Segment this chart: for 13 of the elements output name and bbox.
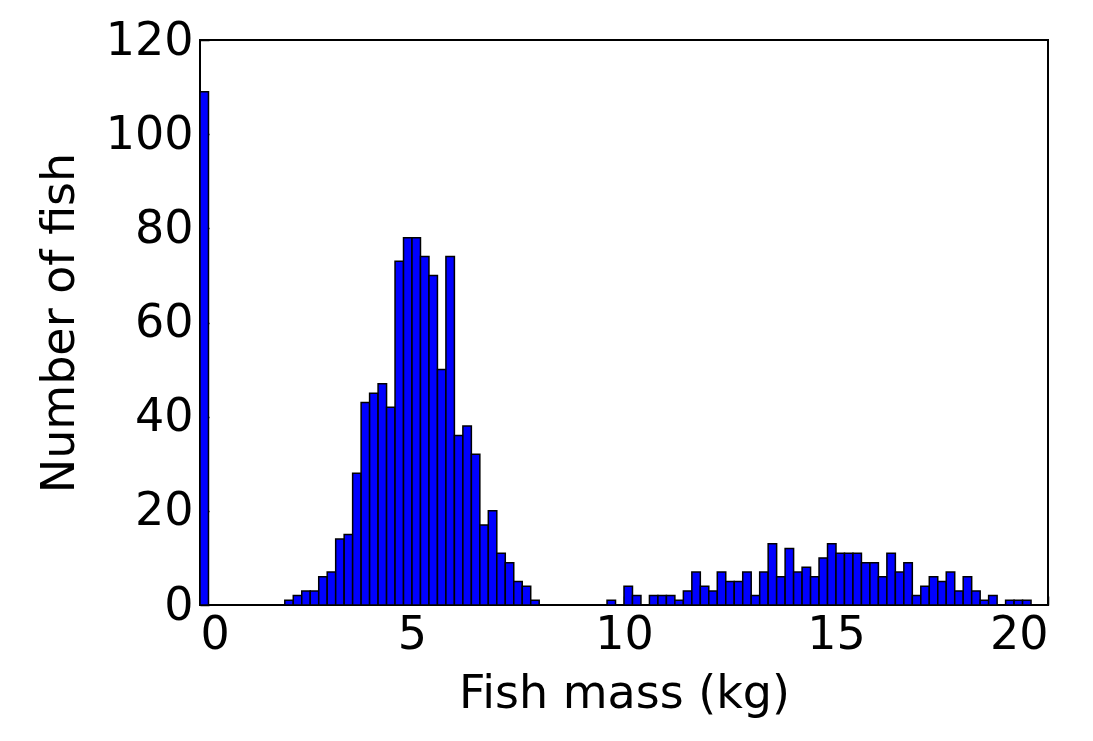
x-tick-label: 20 (989, 605, 1049, 660)
y-tick-label: 80 (134, 199, 194, 254)
x-tick-label: 10 (595, 605, 654, 660)
y-tick-label: 60 (134, 294, 194, 348)
y-tick-label: 40 (134, 388, 194, 443)
y-tick-label: 20 (134, 482, 194, 537)
y-tick-label: 100 (105, 105, 194, 160)
x-axis-title: Fish mass (kg) (459, 664, 790, 719)
y-tick-label: 120 (105, 11, 194, 66)
x-tick-label: 15 (807, 605, 866, 660)
x-tick-label: 5 (397, 605, 428, 660)
y-axis-title: Number of fish (30, 152, 85, 494)
x-tick-label: 0 (200, 605, 230, 660)
